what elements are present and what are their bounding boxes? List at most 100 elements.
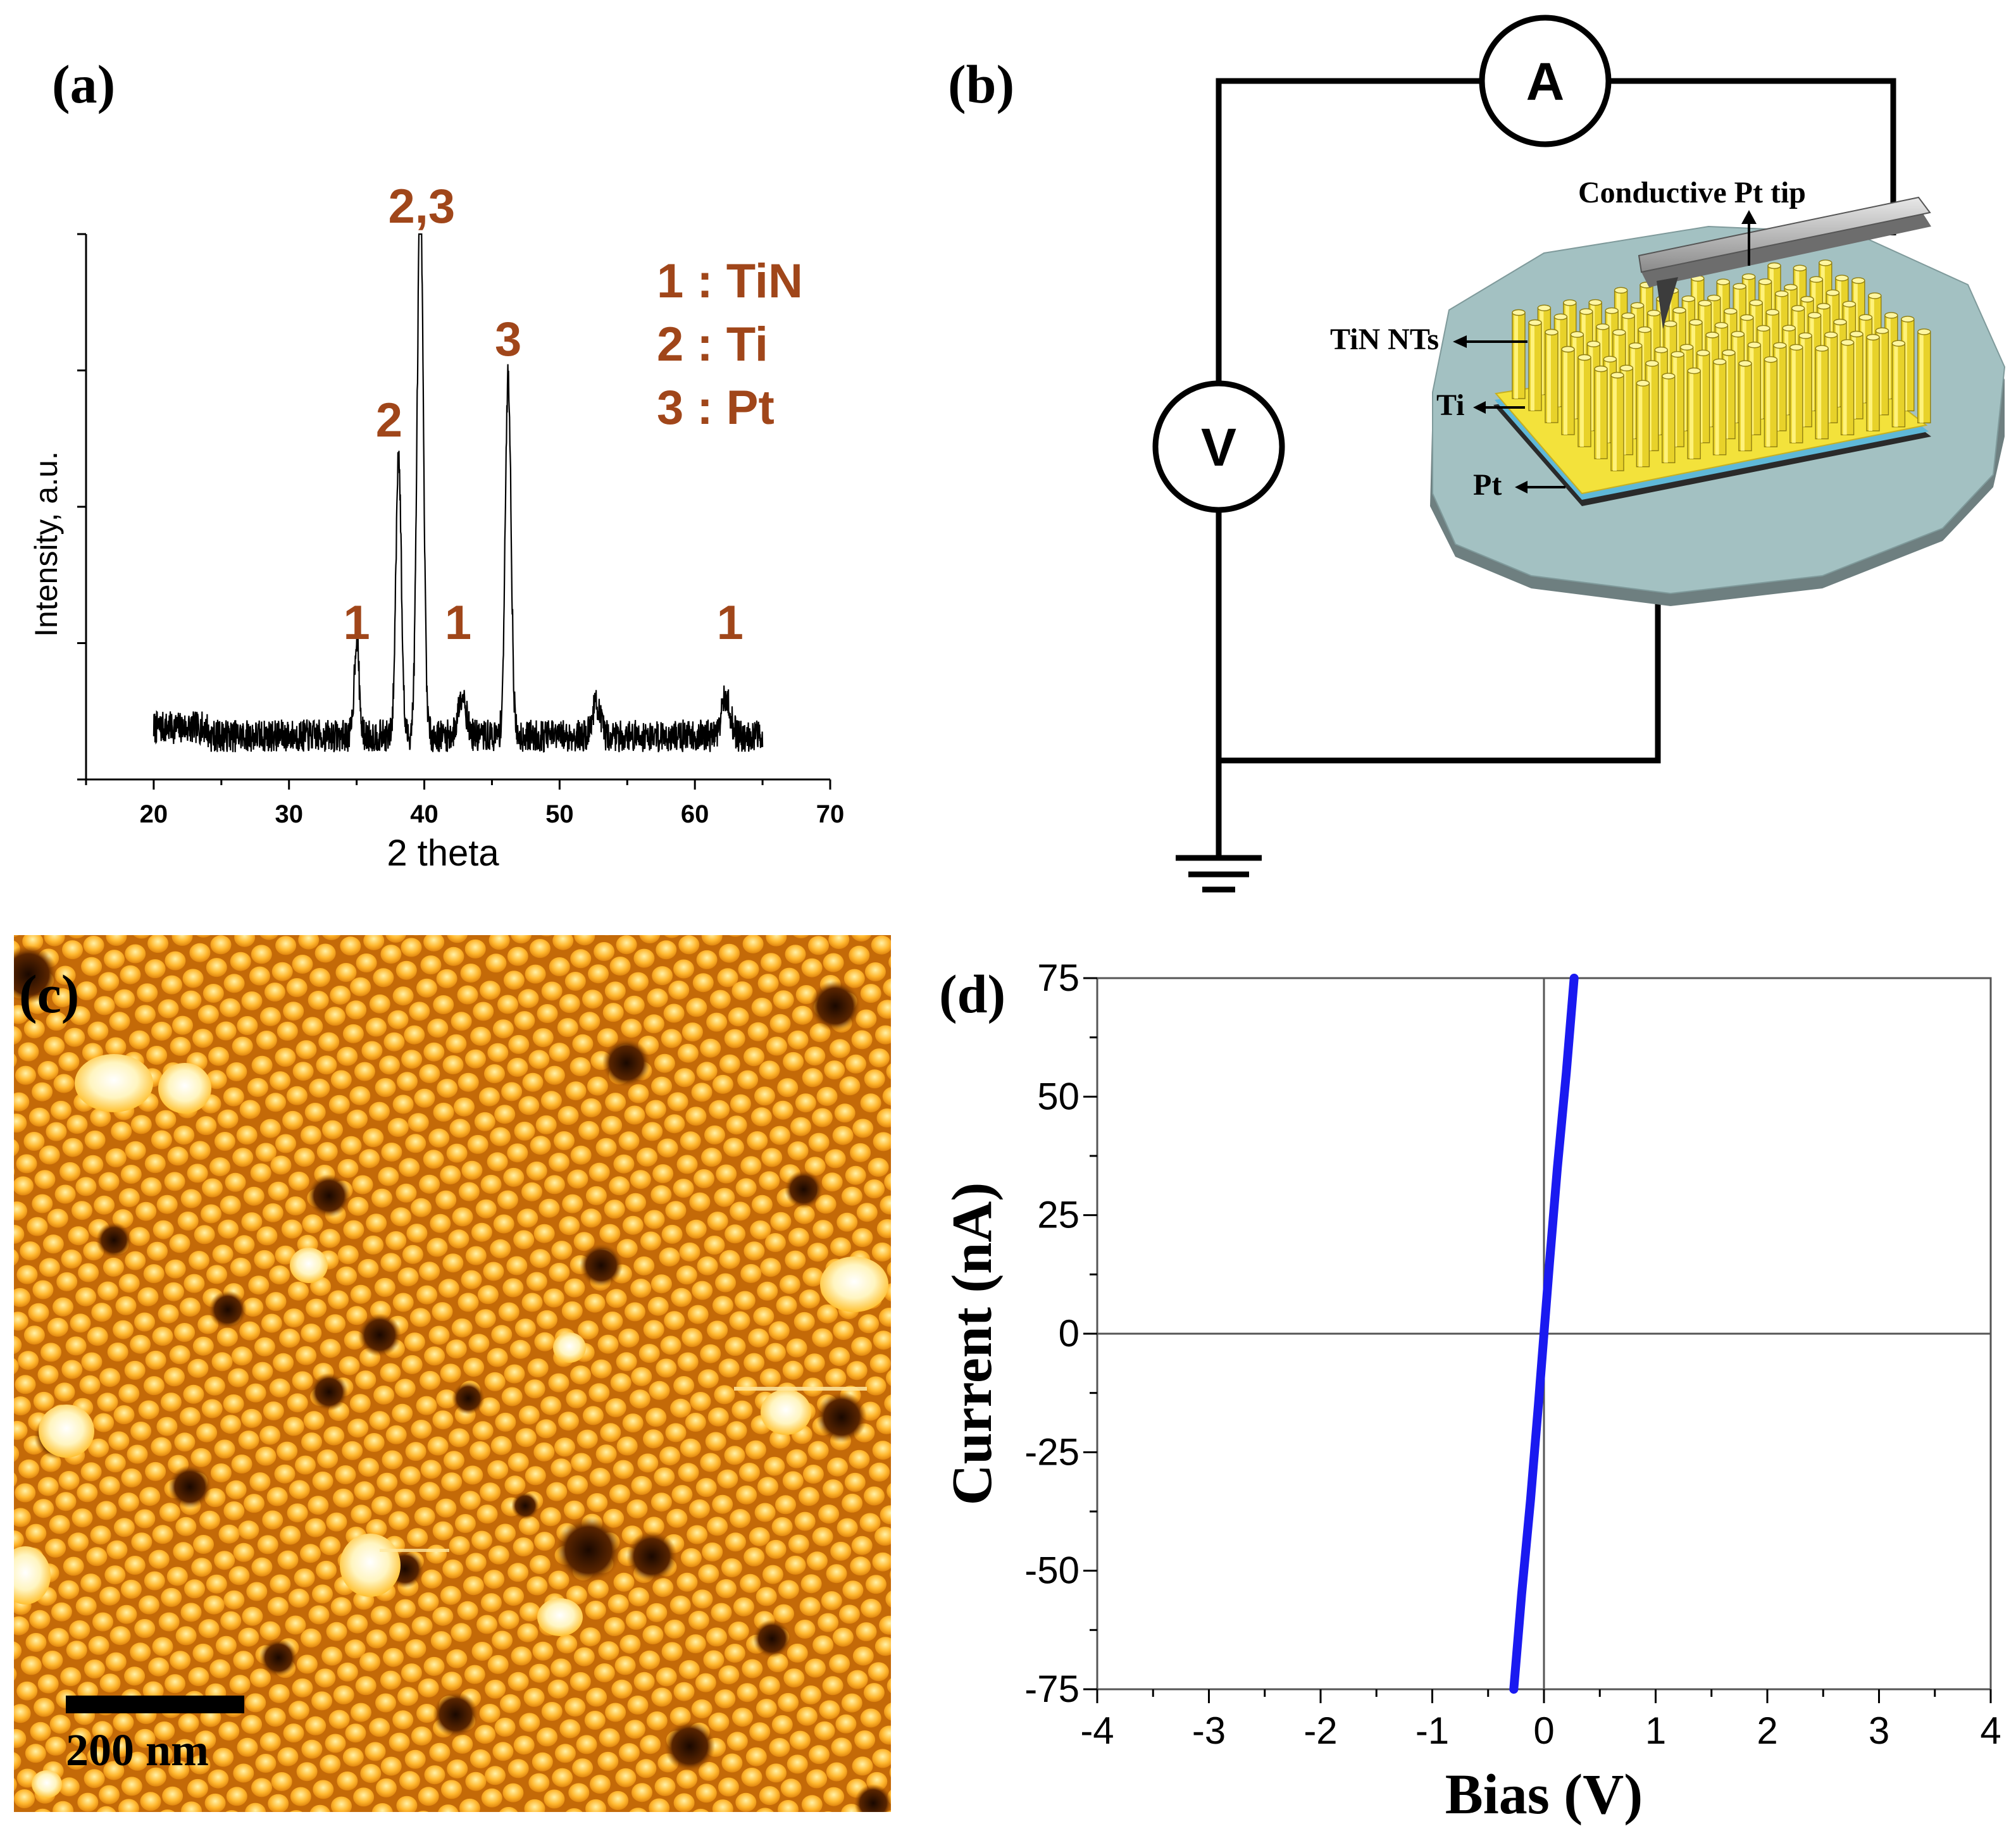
- afm-blob: [144, 1154, 166, 1174]
- afm-blob: [241, 1408, 263, 1428]
- afm-blob: [647, 1296, 669, 1316]
- afm-blob: [757, 1281, 778, 1301]
- afm-blob: [665, 1201, 687, 1220]
- afm-blob: [507, 1759, 529, 1778]
- afm-blob: [191, 1558, 213, 1577]
- nanotube-highlight: [1919, 332, 1924, 423]
- afm-blob: [525, 1466, 546, 1486]
- afm-blob: [14, 1472, 18, 1487]
- afm-blob: [646, 1711, 668, 1730]
- afm-blob: [845, 1054, 866, 1074]
- afm-blob: [432, 1410, 454, 1430]
- afm-blob: [256, 1226, 278, 1246]
- afm-blob: [63, 1556, 84, 1576]
- afm-blob: [681, 1328, 703, 1348]
- afm-blob: [383, 1648, 404, 1667]
- xrd-x-tick-label: 20: [140, 800, 168, 828]
- afm-blob: [465, 1772, 487, 1791]
- afm-blob: [148, 1657, 170, 1677]
- afm-blob: [508, 1034, 530, 1054]
- afm-blob: [337, 1158, 359, 1178]
- afm-blob: [773, 990, 794, 1010]
- afm-blob: [559, 994, 580, 1014]
- nanotube-highlight: [1766, 359, 1770, 447]
- afm-blob: [759, 1786, 780, 1806]
- afm-blob: [301, 1324, 322, 1343]
- afm-blob: [268, 1794, 289, 1812]
- afm-blob: [145, 1350, 166, 1370]
- afm-blob: [515, 1428, 537, 1448]
- afm-blob: [841, 1693, 862, 1713]
- afm-blob: [337, 1772, 358, 1790]
- afm-blob: [747, 1131, 768, 1150]
- afm-blob: [380, 1253, 402, 1272]
- iv-ylabel: Current (nA): [941, 1182, 1004, 1506]
- afm-blob: [298, 935, 320, 950]
- afm-blob: [808, 936, 829, 955]
- afm-blob: [605, 1815, 626, 1834]
- afm-blob: [105, 1652, 127, 1672]
- afm-blob: [834, 1103, 856, 1123]
- afm-blob: [656, 1667, 677, 1687]
- afm-blob: [587, 1493, 608, 1512]
- afm-blob: [823, 1787, 845, 1806]
- afm-blob: [445, 1034, 467, 1053]
- afm-blob: [285, 1196, 306, 1215]
- afm-blob: [680, 1131, 701, 1151]
- afm-blob: [430, 907, 451, 926]
- afm-blob: [354, 1481, 375, 1501]
- afm-blob: [359, 1149, 380, 1169]
- afm-blob: [858, 1314, 880, 1334]
- afm-blob: [819, 1700, 840, 1720]
- afm-blob: [53, 1074, 75, 1093]
- afm-blob: [622, 1413, 644, 1433]
- afm-blob: [572, 1034, 594, 1053]
- afm-blob: [238, 1430, 259, 1450]
- afm-blob: [189, 943, 211, 962]
- afm-blob: [832, 1126, 854, 1145]
- afm-blob: [828, 935, 850, 949]
- afm-blob: [309, 1078, 330, 1098]
- ammeter: A: [1479, 15, 1612, 147]
- nanotube-top: [1663, 320, 1677, 327]
- afm-blob: [829, 1654, 850, 1673]
- afm-blob: [231, 1455, 252, 1474]
- afm-blob: [690, 1392, 711, 1411]
- afm-blob: [106, 935, 127, 946]
- afm-blob: [878, 1308, 891, 1327]
- afm-blob: [14, 1176, 34, 1196]
- afm-blob: [726, 1115, 747, 1135]
- afm-blob: [580, 1627, 601, 1647]
- afm-blob: [785, 1250, 806, 1270]
- afm-blob: [392, 1820, 413, 1839]
- afm-blob: [492, 1019, 514, 1039]
- afm-blob: [340, 1136, 362, 1155]
- afm-blob: [793, 1312, 815, 1331]
- afm-blob: [316, 1055, 337, 1075]
- afm-blob: [524, 1799, 545, 1812]
- afm-blob: [14, 971, 15, 980]
- afm-bright-spot: [820, 1257, 888, 1312]
- afm-blob: [889, 1767, 891, 1778]
- afm-blob: [296, 1654, 318, 1674]
- panel-c: (c) 200 nm: [14, 907, 891, 1839]
- afm-scan-streak: [380, 1549, 449, 1552]
- voltmeter: V: [1152, 380, 1285, 513]
- afm-blob: [764, 1233, 786, 1252]
- xrd-x-tick-label: 60: [681, 800, 709, 828]
- afm-blob: [270, 1155, 292, 1175]
- afm-blob: [504, 1475, 526, 1495]
- afm-blob: [58, 1580, 80, 1599]
- afm-blob: [503, 971, 525, 990]
- afm-blob: [678, 1660, 700, 1679]
- afm-blob: [594, 942, 615, 961]
- afm-blob: [529, 1555, 551, 1574]
- afm-blob: [778, 1692, 799, 1712]
- afm-blob: [536, 1310, 557, 1329]
- afm-blob: [118, 1492, 139, 1512]
- afm-blob: [872, 1749, 891, 1768]
- afm-blob: [730, 1818, 750, 1837]
- afm-blob: [209, 1157, 230, 1177]
- afm-blob: [449, 1428, 470, 1448]
